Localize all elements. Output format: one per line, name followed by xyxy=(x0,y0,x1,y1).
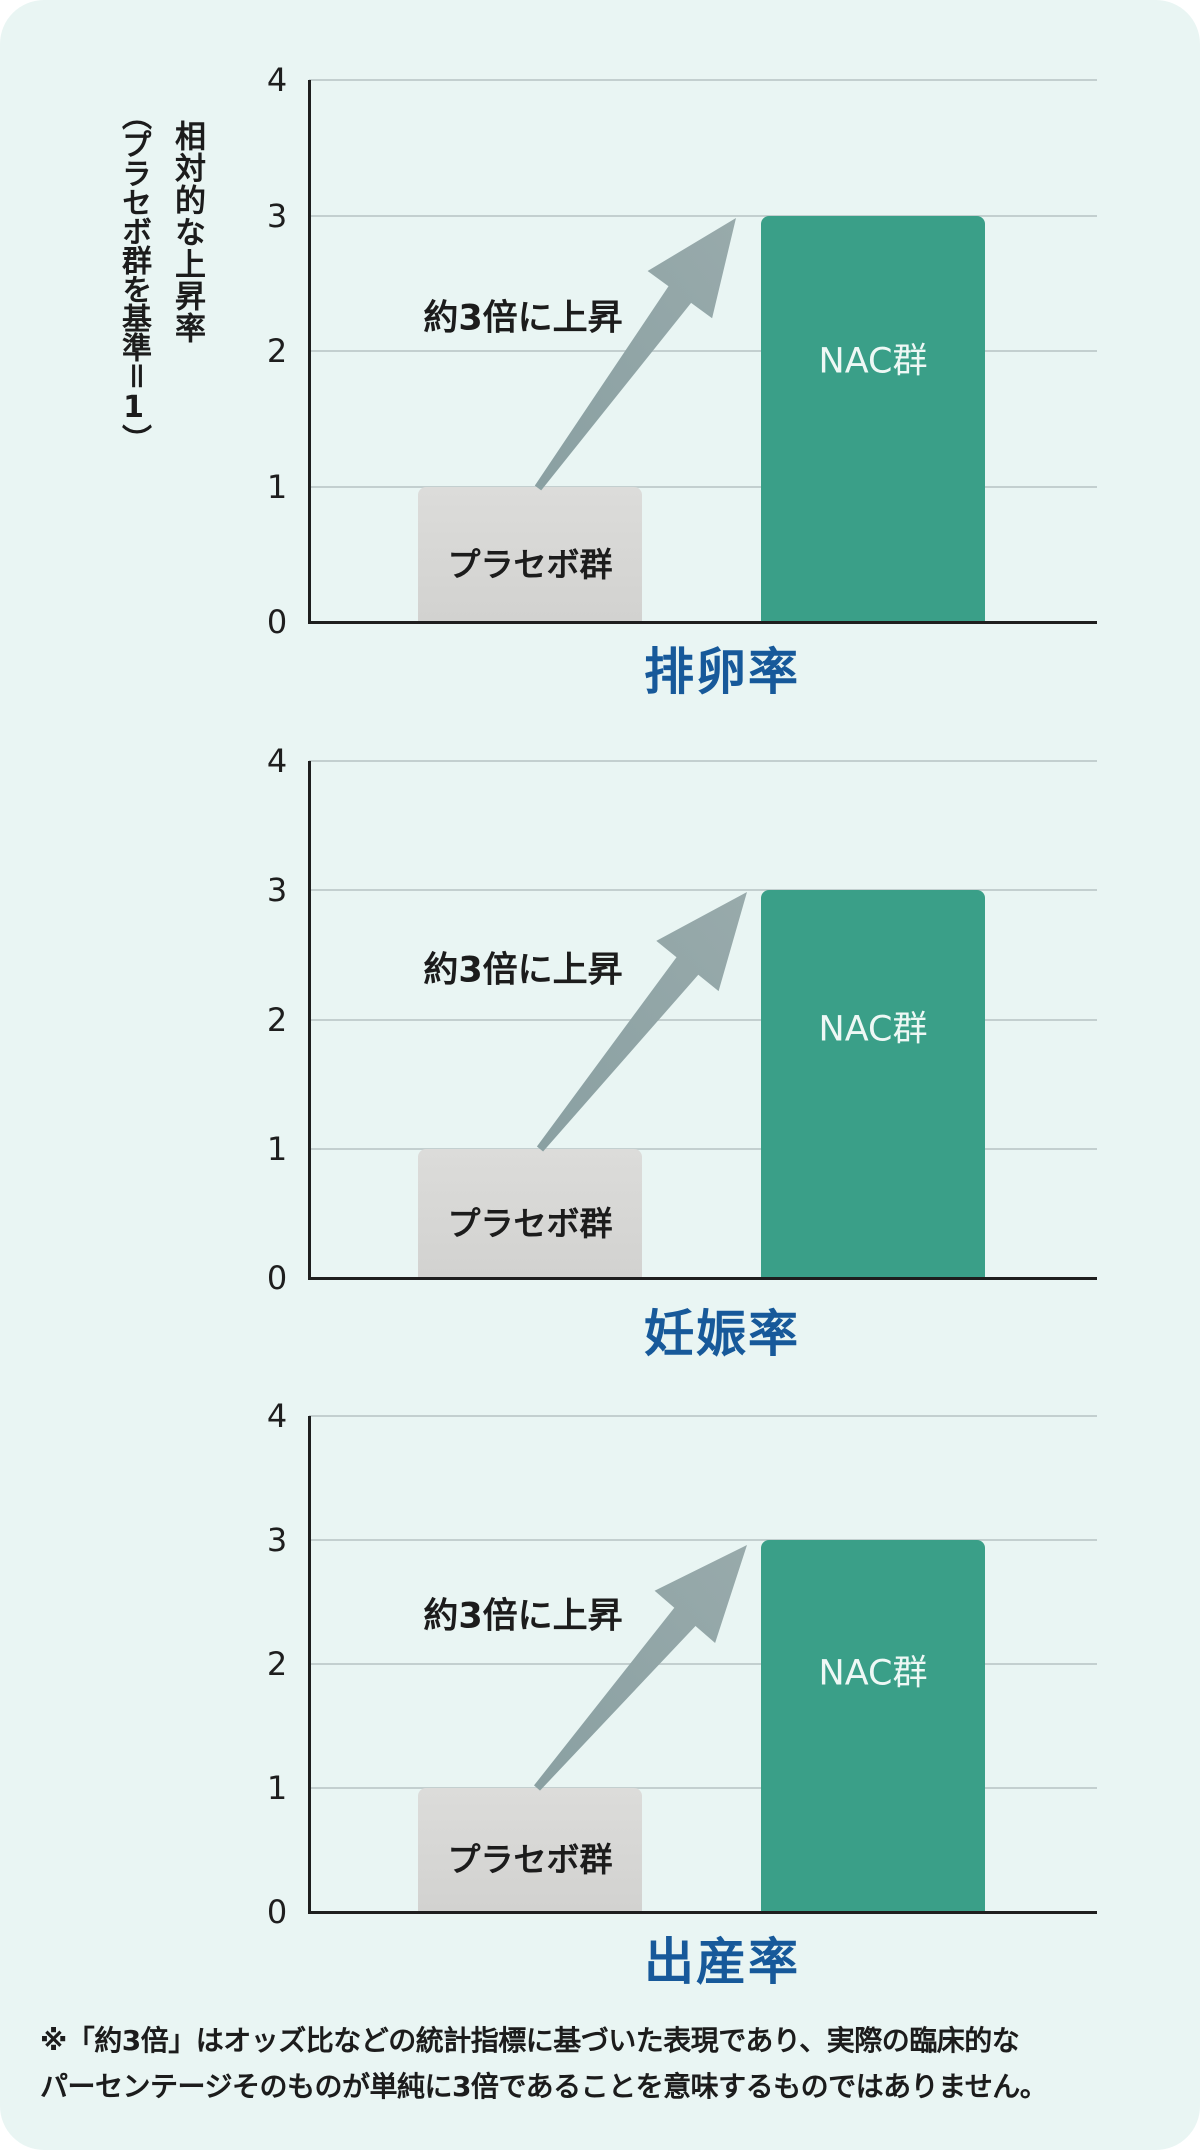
y-tick-label: 2 xyxy=(266,332,288,370)
gridline xyxy=(309,889,1097,892)
chart-title: 排卵率 xyxy=(644,643,800,701)
y-tick-label: 0 xyxy=(266,1259,288,1297)
x-axis-line xyxy=(308,621,1097,624)
placebo-bar: プラセボ群 xyxy=(418,486,642,622)
y-axis-line xyxy=(308,1416,311,1914)
footnote-line-1: ※「約3倍」はオッズ比などの統計指標に基づいた表現であり、実際の臨床的な xyxy=(40,2024,1020,2057)
y-tick-label: 2 xyxy=(266,1645,288,1683)
y-tick-label: 0 xyxy=(266,1893,288,1931)
y-tick-label: 4 xyxy=(266,1397,288,1435)
up-arrow-icon xyxy=(534,1545,747,1791)
nac-bar-label: NAC群 xyxy=(818,1653,928,1694)
y-axis-line xyxy=(308,80,311,624)
up-arrow-icon xyxy=(536,892,747,1152)
chart-title: 出産率 xyxy=(644,1933,800,1991)
y-tick-label: 0 xyxy=(266,603,288,641)
y-tick-label: 1 xyxy=(266,1769,288,1807)
increase-annotation: 約3倍に上昇 xyxy=(423,1596,623,1637)
y-tick-label: 3 xyxy=(266,1521,288,1559)
footnote: ※「約3倍」はオッズ比などの統計指標に基づいた表現であり、実際の臨床的な パーセ… xyxy=(40,2018,1180,2110)
nac-bar-label: NAC群 xyxy=(818,1009,928,1050)
footnote-line-2: パーセンテージそのものが単純に3倍であることを意味するものではありません。 xyxy=(40,2070,1048,2103)
gridline xyxy=(309,760,1097,762)
placebo-bar-label: プラセボ群 xyxy=(447,1840,613,1880)
nac-bar: NAC群 xyxy=(761,1540,985,1912)
placebo-bar: プラセボ群 xyxy=(418,1788,642,1912)
y-axis-label-sub: （プラセボ群を基準＝1） xyxy=(116,100,151,453)
x-axis-line xyxy=(308,1277,1097,1280)
y-axis-line xyxy=(308,761,311,1280)
y-tick-label: 4 xyxy=(266,61,288,99)
y-tick-label: 4 xyxy=(266,742,288,780)
nac-bar-label: NAC群 xyxy=(818,341,928,382)
y-tick-label: 1 xyxy=(266,467,288,506)
up-arrow-icon xyxy=(534,218,736,491)
gridline xyxy=(309,1415,1097,1417)
y-axis-label-main: 相対的な上昇率 xyxy=(169,120,205,344)
placebo-bar-label: プラセボ群 xyxy=(447,1204,613,1244)
y-tick-label: 1 xyxy=(266,1129,288,1168)
x-axis-line xyxy=(308,1911,1097,1914)
y-tick-label: 3 xyxy=(266,196,288,235)
placebo-bar-label: プラセボ群 xyxy=(447,545,613,585)
y-tick-label: 3 xyxy=(266,871,288,910)
gridline xyxy=(309,79,1097,81)
gridline xyxy=(309,1539,1097,1541)
y-tick-label: 2 xyxy=(266,1000,288,1039)
placebo-bar: プラセボ群 xyxy=(418,1148,642,1278)
increase-annotation: 約3倍に上昇 xyxy=(423,298,623,339)
nac-bar: NAC群 xyxy=(761,890,985,1278)
increase-annotation: 約3倍に上昇 xyxy=(423,950,623,991)
chart-title: 妊娠率 xyxy=(644,1305,800,1363)
gridline xyxy=(309,214,1097,217)
nac-bar: NAC群 xyxy=(761,215,985,622)
